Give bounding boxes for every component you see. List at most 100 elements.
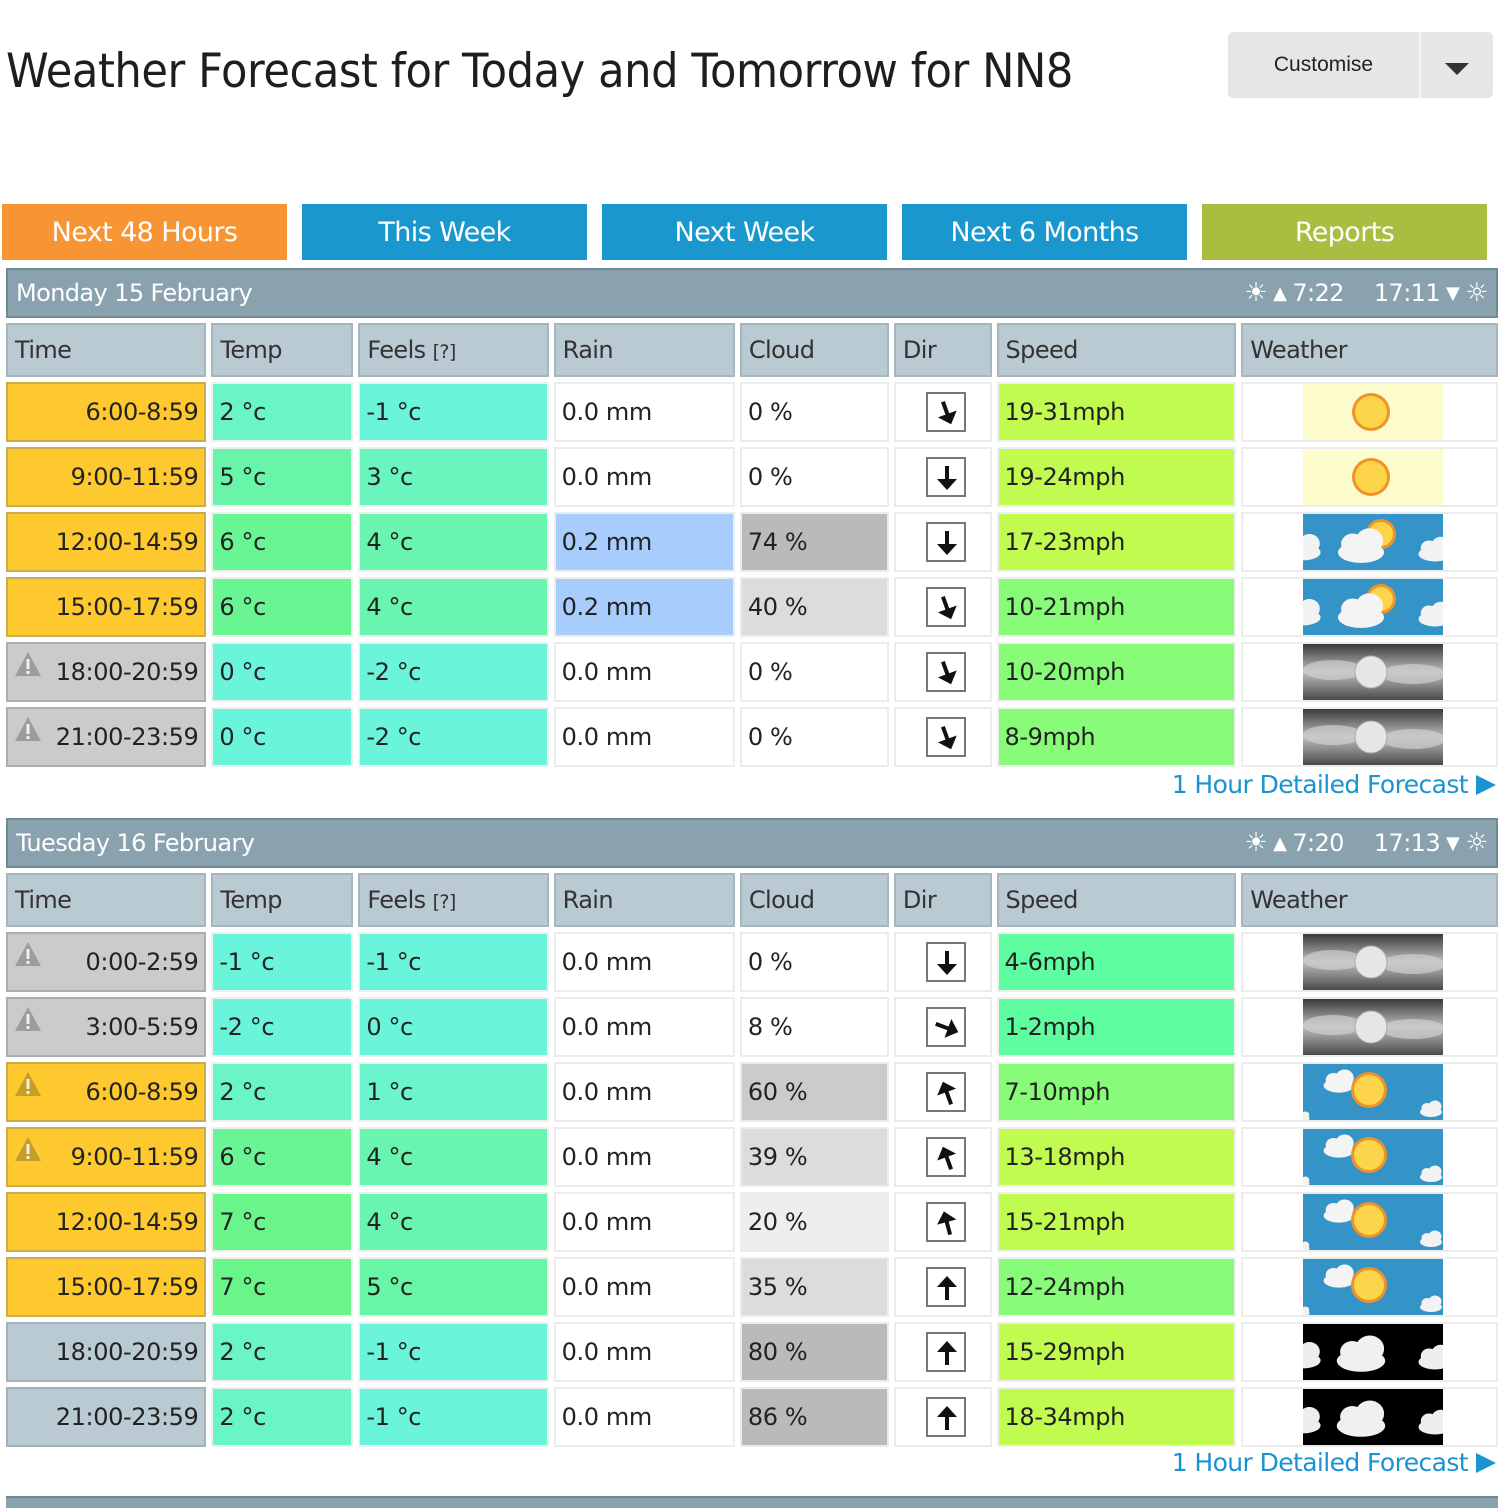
customise-button[interactable]: Customise: [1228, 32, 1493, 98]
weather-cell: [1241, 1192, 1498, 1252]
time-cell: 18:00-20:59: [6, 642, 207, 702]
time-range: 6:00-8:59: [85, 1078, 199, 1106]
time-cell: 21:00-23:59: [6, 1387, 207, 1447]
weather-cell: [1241, 1387, 1498, 1447]
up-triangle-icon: ▲: [1273, 282, 1287, 304]
warning-icon: [15, 942, 41, 966]
rain-cell: 0.0 mm: [553, 932, 735, 992]
weather-cell: [1241, 577, 1498, 637]
speed-cell: 15-21mph: [996, 1192, 1237, 1252]
col-dir: Dir: [893, 873, 992, 927]
feels-cell: -1 °c: [358, 1322, 549, 1382]
tab-next-week[interactable]: Next Week: [602, 204, 887, 260]
weather-fog-moon-icon: [1302, 934, 1443, 990]
warning-icon: [15, 1072, 41, 1096]
temp-cell: 0 °c: [211, 642, 354, 702]
time-cell: 9:00-11:59: [6, 1127, 207, 1187]
col-feels: Feels [?]: [358, 873, 549, 927]
wind-direction-arrow-icon: [925, 457, 966, 497]
customise-dropdown-toggle[interactable]: [1421, 32, 1493, 98]
next-day-header: [6, 1496, 1498, 1508]
speed-cell: 17-23mph: [996, 512, 1237, 572]
dir-cell: [893, 997, 992, 1057]
rain-cell: 0.0 mm: [553, 1192, 735, 1252]
temp-cell: 6 °c: [211, 1127, 354, 1187]
sunrise-icon: ☀: [1244, 828, 1268, 858]
time-range: 21:00-23:59: [55, 1403, 199, 1431]
cloud-cell: 80 %: [739, 1322, 889, 1382]
forecast-table: Time Temp Feels [?] Rain Cloud Dir Speed Weathe…: [1, 868, 1502, 1452]
forecast-tabs: Next 48 Hours This Week Next Week Next 6…: [2, 204, 1498, 260]
table-row: 15:00-17:59 7 °c 5 °c 0.0 mm 35 % 12-24mph: [6, 1257, 1498, 1317]
dir-cell: [893, 1192, 992, 1252]
day-header: Monday 15 February ☀ ▲ 7:22 17:11 ▼ ☼: [6, 268, 1498, 318]
cloud-cell: 0 %: [739, 642, 889, 702]
col-time: Time: [6, 323, 207, 377]
tab-next-48-hours[interactable]: Next 48 Hours: [2, 204, 287, 260]
play-arrow-icon: [1476, 774, 1496, 795]
col-time: Time: [6, 873, 207, 927]
warning-icon: [15, 652, 41, 676]
time-range: 9:00-11:59: [70, 1143, 199, 1171]
rain-cell: 0.0 mm: [553, 707, 735, 767]
table-header-row: Time Temp Feels [?] Rain Cloud Dir Speed Weathe…: [6, 323, 1498, 377]
temp-cell: 5 °c: [211, 447, 354, 507]
time-cell: 6:00-8:59: [6, 382, 207, 442]
time-cell: 12:00-14:59: [6, 1192, 207, 1252]
speed-cell: 12-24mph: [996, 1257, 1237, 1317]
table-row: 21:00-23:59 0 °c -2 °c 0.0 mm 0 % 8-9mph: [6, 707, 1498, 767]
sun-times: ☀ ▲ 7:20 17:13 ▼ ☼: [1244, 829, 1488, 857]
table-row: 9:00-11:59 6 °c 4 °c 0.0 mm 39 % 13-18mph: [6, 1127, 1498, 1187]
weather-cell: [1241, 1322, 1498, 1382]
up-triangle-icon: ▲: [1273, 832, 1287, 854]
wind-direction-arrow-icon: [925, 1397, 966, 1437]
rain-cell: 0.2 mm: [553, 577, 735, 637]
sunset-time: 17:11: [1373, 279, 1441, 307]
cloud-cell: 8 %: [739, 997, 889, 1057]
wind-direction-arrow-icon: [925, 1137, 966, 1177]
feels-help-link[interactable]: [?]: [432, 341, 457, 363]
rain-cell: 0.0 mm: [553, 1322, 735, 1382]
down-triangle-icon: ▼: [1446, 832, 1460, 854]
feels-help-link[interactable]: [?]: [432, 891, 457, 913]
table-row: 21:00-23:59 2 °c -1 °c 0.0 mm 86 % 18-34mph: [6, 1387, 1498, 1447]
dir-cell: [893, 642, 992, 702]
down-triangle-icon: ▼: [1446, 282, 1460, 304]
dir-cell: [893, 382, 992, 442]
wind-direction-arrow-icon: [925, 652, 966, 692]
dir-cell: [893, 512, 992, 572]
col-weather: Weather: [1241, 873, 1498, 927]
time-cell: 18:00-20:59: [6, 1322, 207, 1382]
table-row: 3:00-5:59 -2 °c 0 °c 0.0 mm 8 % 1-2mph: [6, 997, 1498, 1057]
weather-cloudy-sun-icon: [1302, 579, 1443, 635]
time-cell: 12:00-14:59: [6, 512, 207, 572]
dir-cell: [893, 577, 992, 637]
rain-cell: 0.0 mm: [553, 447, 735, 507]
rain-cell: 0.0 mm: [553, 1127, 735, 1187]
time-cell: 6:00-8:59: [6, 1062, 207, 1122]
sunset-time: 17:13: [1373, 829, 1441, 857]
rain-cell: 0.0 mm: [553, 1387, 735, 1447]
time-range: 3:00-5:59: [85, 1013, 199, 1041]
tab-this-week[interactable]: This Week: [302, 204, 587, 260]
tab-reports[interactable]: Reports: [1202, 204, 1487, 260]
hourly-forecast-link-tuesday[interactable]: 1 Hour Detailed Forecast: [1172, 1448, 1496, 1477]
sunrise-time: 7:20: [1292, 829, 1344, 857]
cloud-cell: 86 %: [739, 1387, 889, 1447]
time-cell: 0:00-2:59: [6, 932, 207, 992]
tab-next-6-months[interactable]: Next 6 Months: [902, 204, 1187, 260]
wind-direction-arrow-icon: [925, 392, 966, 432]
feels-cell: 5 °c: [358, 1257, 549, 1317]
weather-cell: [1241, 1257, 1498, 1317]
day-forecast-monday: Monday 15 February ☀ ▲ 7:22 17:11 ▼ ☼ Time Temp F…: [6, 268, 1498, 772]
link-label: 1 Hour Detailed Forecast: [1171, 1448, 1469, 1477]
table-row: 0:00-2:59 -1 °c -1 °c 0.0 mm 0 % 4-6mph: [6, 932, 1498, 992]
weather-cell: [1241, 1127, 1498, 1187]
feels-cell: 1 °c: [358, 1062, 549, 1122]
time-range: 21:00-23:59: [55, 723, 199, 751]
warning-icon: [15, 1137, 41, 1161]
hourly-forecast-link-monday[interactable]: 1 Hour Detailed Forecast: [1172, 770, 1496, 799]
weather-sun-clouds-icon: [1302, 1194, 1443, 1250]
time-cell: 15:00-17:59: [6, 577, 207, 637]
warning-icon: [15, 717, 41, 741]
